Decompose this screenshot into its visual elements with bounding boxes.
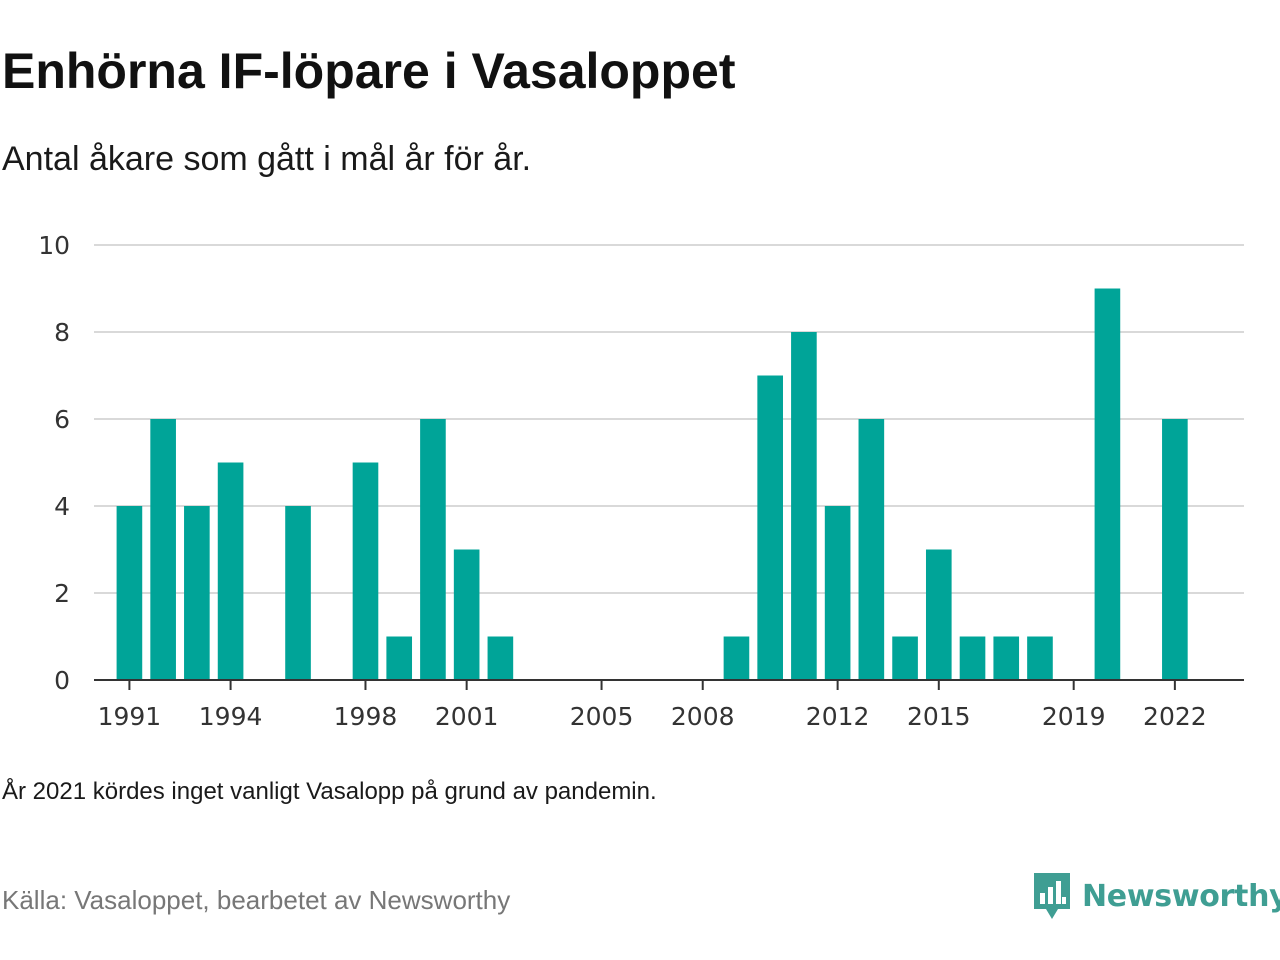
bar-2010 <box>757 375 783 680</box>
bar-2018 <box>1027 636 1053 680</box>
y-axis-ticks: 0 2 4 6 8 10 <box>38 231 70 695</box>
bar-1991 <box>116 506 143 680</box>
bar-2009 <box>723 636 750 680</box>
x-axis: 1991 1994 1998 2001 2005 2008 2012 2015 2019 2022 <box>94 679 1244 731</box>
bar-2000 <box>420 419 446 680</box>
gridlines <box>94 244 1244 594</box>
bar-2014 <box>892 636 918 680</box>
bar-2016 <box>959 636 986 680</box>
bar-2022 <box>1162 419 1188 680</box>
source-credit: Källa: Vasaloppet, bearbetet av Newswort… <box>2 885 511 915</box>
y-tick-label: 4 <box>54 492 70 521</box>
chart-title: Enhörna IF-löpare i Vasaloppet <box>2 43 736 99</box>
y-tick-label: 0 <box>54 666 70 695</box>
x-tick-label: 2005 <box>570 702 634 731</box>
bar-1992 <box>150 419 176 680</box>
bar-2020 <box>1094 288 1121 680</box>
y-tick-label: 2 <box>54 579 70 608</box>
bar-1996 <box>285 506 311 680</box>
bar-2017 <box>993 636 1020 680</box>
x-tick-label: 1994 <box>199 702 263 731</box>
x-tick-label: 2019 <box>1042 702 1106 731</box>
newsworthy-logo-icon <box>1034 873 1070 919</box>
bar-2011 <box>791 332 817 680</box>
newsworthy-logo: Newsworthy <box>1032 870 1280 922</box>
bar-1994 <box>217 462 244 680</box>
x-tick-label: 2015 <box>907 702 971 731</box>
bars <box>116 288 1188 680</box>
bar-1999 <box>386 636 413 680</box>
x-tick-label: 2001 <box>435 702 499 731</box>
y-tick-label: 6 <box>54 405 70 434</box>
x-tick-label: 2022 <box>1143 702 1207 731</box>
bar-2002 <box>487 636 514 680</box>
bar-1998 <box>352 462 379 680</box>
bar-2001 <box>453 549 480 680</box>
bar-2015 <box>925 549 952 680</box>
x-tick-label: 2008 <box>671 702 735 731</box>
x-tick-label: 2012 <box>806 702 870 731</box>
bar-2012 <box>824 506 851 680</box>
bar-chart: 0 2 4 6 8 10 1991 1994 1998 2001 2005 2008 2012 2015… <box>38 231 1244 731</box>
footnote: År 2021 kördes inget vanligt Vasalopp på… <box>2 778 657 805</box>
y-tick-label: 10 <box>38 231 70 260</box>
y-tick-label: 8 <box>54 318 70 347</box>
bar-2013 <box>858 419 885 680</box>
x-tick-label: 1998 <box>334 702 398 731</box>
bar-1993 <box>184 506 210 680</box>
chart-subtitle: Antal åkare som gått i mål år för år. <box>2 140 532 178</box>
newsworthy-logo-text: Newsworthy <box>1082 878 1280 914</box>
x-tick-label: 1991 <box>98 702 162 731</box>
